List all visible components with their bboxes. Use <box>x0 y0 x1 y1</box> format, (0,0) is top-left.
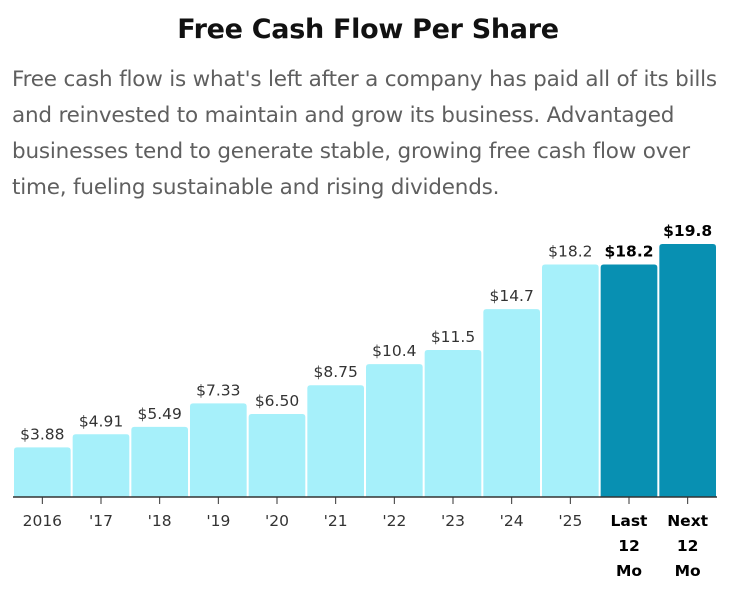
value-label-4: $6.50 <box>255 392 299 410</box>
bar-7 <box>424 350 482 497</box>
x-tick-label-1: '17 <box>89 512 113 530</box>
x-tick-label-7: '23 <box>441 512 465 530</box>
chart-subtitle: Free cash flow is what's left after a co… <box>12 67 717 200</box>
x-tick-label-2: '18 <box>148 512 172 530</box>
value-label-11: $19.8 <box>663 222 712 240</box>
bar-4 <box>248 413 306 497</box>
bar-5 <box>307 385 364 497</box>
value-label-2: $5.49 <box>137 405 181 423</box>
x-tick-label-10: Last 12 Mo <box>611 512 649 580</box>
bar-10 <box>600 264 658 497</box>
bar-11 <box>659 244 716 497</box>
x-tick-label-5: '21 <box>324 512 348 530</box>
bar-1 <box>72 434 130 497</box>
bar-0 <box>14 447 71 497</box>
value-label-5: $8.75 <box>313 363 357 381</box>
value-label-9: $18.2 <box>548 242 592 260</box>
value-label-8: $14.7 <box>489 287 533 305</box>
x-tick-label-4: '20 <box>265 512 289 530</box>
value-label-0: $3.88 <box>20 425 64 443</box>
bar-8 <box>483 309 540 497</box>
x-tick-label-0: 2016 <box>23 512 62 530</box>
bar-2 <box>131 426 188 497</box>
value-label-1: $4.91 <box>79 412 123 430</box>
value-label-6: $10.4 <box>372 342 416 360</box>
bar-6 <box>366 364 423 497</box>
value-label-10: $18.2 <box>604 242 653 260</box>
x-tick-label-8: '24 <box>500 512 524 530</box>
x-tick-label-3: '19 <box>206 512 230 530</box>
bar-3 <box>190 403 247 497</box>
x-tick-label-9: '25 <box>558 512 582 530</box>
value-label-3: $7.33 <box>196 381 240 399</box>
x-tick-label-11: Next 12 Mo <box>667 512 708 580</box>
x-tick-label-6: '22 <box>382 512 406 530</box>
value-label-7: $11.5 <box>431 328 475 346</box>
bar-9 <box>542 264 599 497</box>
chart-title: Free Cash Flow Per Share <box>177 14 559 45</box>
